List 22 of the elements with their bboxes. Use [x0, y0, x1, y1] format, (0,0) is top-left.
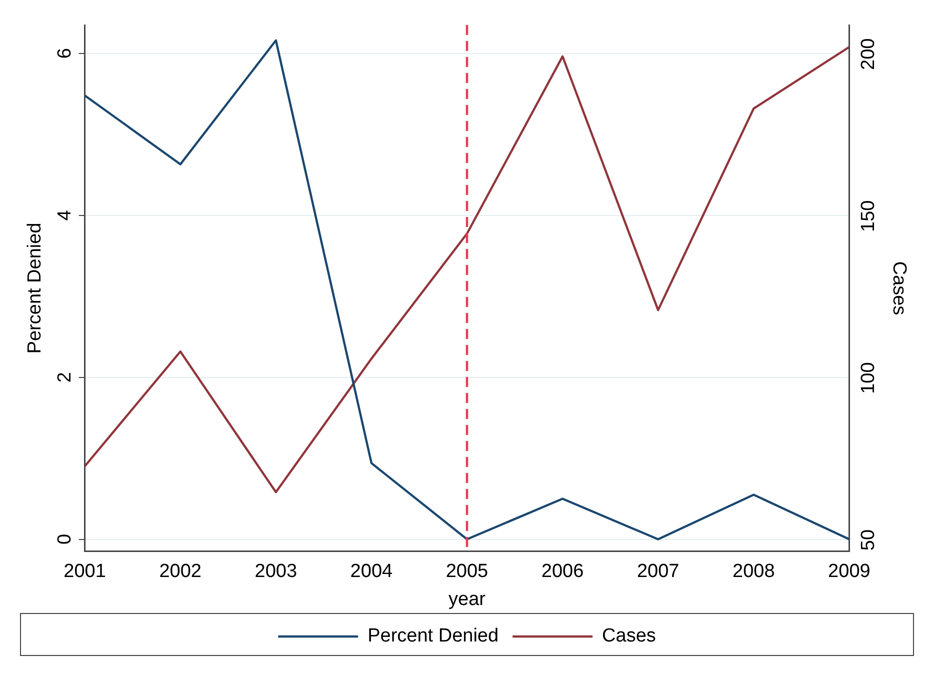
- x-tick-label: 2002: [159, 561, 202, 582]
- y-tick-label: 2: [54, 372, 76, 383]
- x-tick-label: 2001: [64, 561, 106, 582]
- legend-label: Cases: [602, 626, 656, 647]
- y2-tick-label: 200: [858, 38, 879, 70]
- x-tick-label: 2003: [254, 561, 298, 582]
- y2-tick-label: 100: [858, 362, 879, 394]
- y-axis-title: Percent Denied: [24, 222, 46, 354]
- y2-axis-title: Cases: [888, 261, 910, 316]
- y-tick-label: 6: [54, 48, 76, 59]
- y2-tick-label: 50: [858, 529, 879, 551]
- x-tick-label: 2006: [541, 561, 584, 582]
- x-tick-label: 2009: [828, 561, 870, 582]
- x-axis-title: year: [448, 588, 486, 610]
- x-tick-label: 2004: [350, 561, 394, 582]
- y2-tick-label: 150: [858, 200, 879, 232]
- y-tick-label: 4: [54, 210, 76, 221]
- x-tick-label: 2008: [732, 561, 775, 582]
- x-tick-label: 2005: [446, 561, 488, 582]
- legend-label: Percent Denied: [368, 626, 499, 647]
- x-tick-label: 2007: [636, 561, 680, 582]
- y-tick-label: 0: [54, 534, 76, 545]
